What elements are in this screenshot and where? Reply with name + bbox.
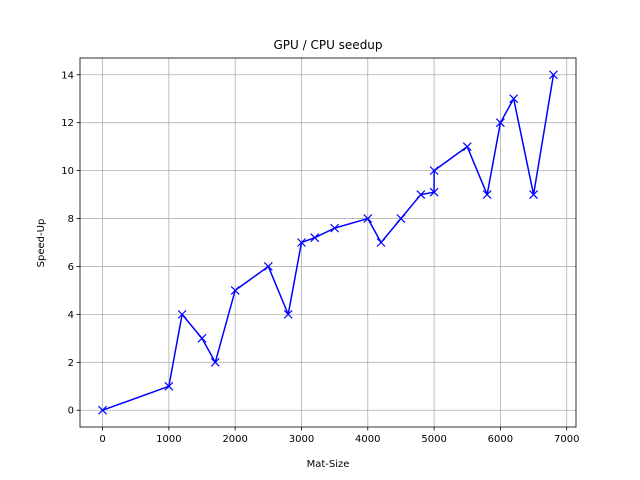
y-axis-label: Speed-Up [36,219,47,268]
data-point-marker [429,187,439,197]
data-point-marker [164,381,174,391]
chart-title: GPU / CPU seedup [273,38,382,52]
marker-stroke [310,233,320,243]
y-tick-label: 10 [61,166,74,177]
x-tick-label: 5000 [421,434,446,445]
y-tick-label: 2 [68,358,74,369]
data-point-marker [310,233,320,243]
marker-stroke [230,285,240,295]
marker-stroke [549,70,558,80]
y-tick-label: 8 [68,214,74,225]
data-point-marker [210,357,220,367]
y-tick-label: 4 [68,310,74,321]
y-tick-label: 6 [68,262,74,273]
marker-stroke [509,94,519,104]
x-tick-label: 3000 [289,434,314,445]
y-tick-label: 0 [68,406,74,417]
data-point-marker [330,223,340,233]
marker-stroke [376,238,386,247]
marker-stroke [416,190,426,200]
series-layer [98,70,558,415]
marker-stroke [363,214,373,223]
marker-stroke [297,238,306,247]
data-point-marker [230,285,240,295]
x-tick-label: 4000 [355,434,380,445]
axes-frame [79,57,577,428]
marker-stroke [529,190,538,200]
data-point-marker [98,405,107,415]
data-point-marker [297,238,306,247]
data-point-marker [363,214,373,223]
data-point-marker [462,142,472,152]
y-tick-label: 12 [61,118,74,129]
grid-lines [80,58,576,427]
marker-stroke [263,262,273,271]
x-axis-label: Mat-Size [307,459,350,470]
data-point-marker [376,238,386,247]
x-axis-ticks: 0 1000 2000 3000 4000 5000 6000 7000 [99,427,579,445]
data-point-marker [416,190,426,200]
marker-stroke [330,223,340,233]
data-point-marker [396,214,406,223]
marker-stroke [197,333,207,343]
y-tick-label: 14 [61,70,74,81]
marker-stroke [462,142,472,152]
x-tick-label: 6000 [488,434,513,445]
data-point-marker [263,262,273,271]
data-point-marker [549,70,558,80]
data-point-marker [197,333,207,343]
x-tick-label: 7000 [554,434,579,445]
data-point-marker [495,118,505,128]
y-axis-ticks: 0 2 4 6 8 10 12 14 [61,70,80,417]
data-point-marker [283,309,293,319]
marker-stroke [164,381,174,391]
marker-stroke [177,309,187,319]
x-tick-label: 1000 [156,434,181,445]
marker-stroke [283,309,293,319]
data-point-marker [177,309,187,319]
marker-stroke [482,190,492,200]
marker-stroke [429,187,439,197]
marker-stroke [495,118,505,128]
x-tick-label: 2000 [222,434,247,445]
marker-stroke [429,166,439,176]
data-point-marker [482,190,492,200]
marker-stroke [98,405,107,415]
data-point-marker [429,166,439,176]
marker-stroke [396,214,406,223]
marker-stroke [210,357,220,367]
x-tick-label: 0 [99,434,105,445]
data-point-marker [509,94,519,104]
plot-area-border [79,57,577,428]
data-point-marker [529,190,538,200]
